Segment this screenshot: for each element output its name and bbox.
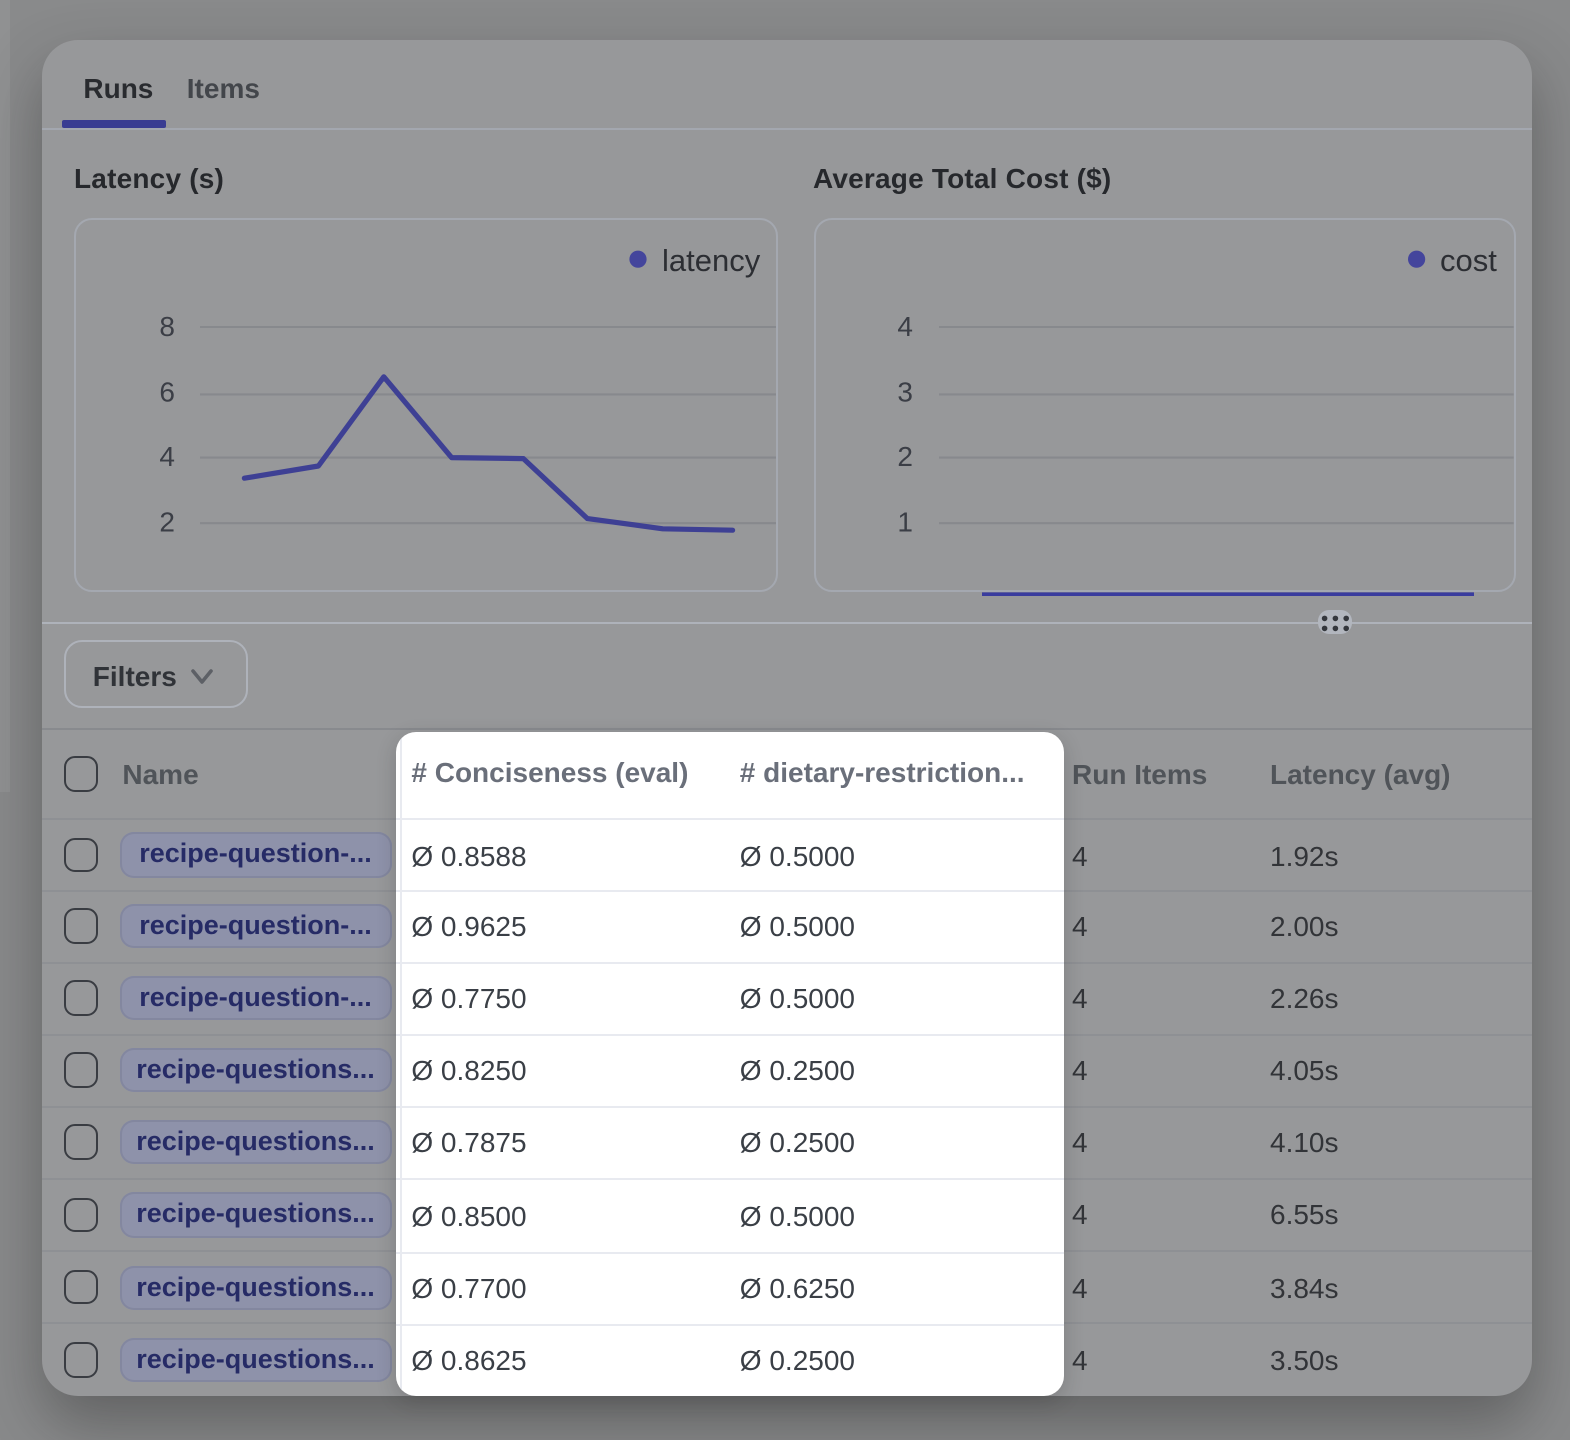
svg-text:4: 4 [896,310,912,341]
svg-text:latency: latency [661,242,760,277]
svg-text:2: 2 [158,506,174,537]
svg-text:3: 3 [896,376,912,407]
svg-text:8: 8 [158,310,174,341]
svg-text:2: 2 [896,440,912,471]
svg-text:cost: cost [1439,242,1496,277]
svg-text:1: 1 [896,506,912,537]
svg-text:6: 6 [158,376,174,407]
svg-text:4: 4 [158,440,174,471]
